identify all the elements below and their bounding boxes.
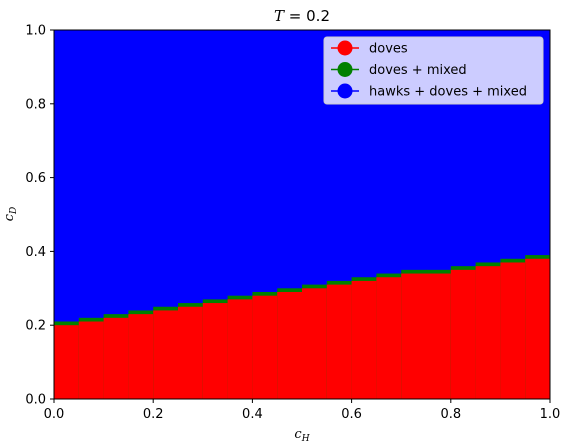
y-tick-label: 0.6 <box>25 171 46 186</box>
legend-item: hawks + doves + mixed <box>331 83 527 100</box>
chart-title-value: = 0.2 <box>289 7 330 25</box>
plot-frame <box>53 29 551 400</box>
doves-region-step <box>351 280 377 399</box>
doves-region-step <box>326 284 353 399</box>
legend-marker <box>337 62 353 77</box>
x-tick-label: 1.0 <box>540 407 561 422</box>
legend-item: doves + mixed <box>331 62 467 78</box>
legend-box <box>323 36 544 105</box>
doves-region-step <box>475 266 501 399</box>
y-axis: 0.0 0.2 0.4 0.6 0.8 1.0 <box>25 24 54 408</box>
doves-region-step <box>128 314 154 399</box>
legend-marker <box>337 83 353 99</box>
chart-title: T = 0.2 <box>274 7 330 25</box>
x-tick-label: 0.8 <box>440 407 461 422</box>
legend-marker <box>337 40 353 56</box>
doves-region-step <box>500 262 526 399</box>
legend-label: hawks + doves + mixed <box>369 85 527 100</box>
y-tick-label: 0.8 <box>25 97 46 112</box>
doves-region-step <box>178 306 204 399</box>
x-tick-label: 0.2 <box>143 407 164 422</box>
x-tick-label: 0.6 <box>341 407 362 422</box>
x-axis-title-main: c <box>294 427 302 442</box>
y-axis-title-sub: D <box>9 207 19 215</box>
doves-region-step <box>153 310 179 399</box>
y-tick-label: 0.4 <box>25 245 46 260</box>
y-tick-label: 0.0 <box>25 393 46 408</box>
doves-region-step <box>450 269 477 399</box>
doves-region-step <box>525 258 551 399</box>
x-tick-label: 0.0 <box>44 407 65 422</box>
doves-region-step <box>54 325 80 399</box>
doves-region-step <box>202 303 229 399</box>
chart-title-var: T <box>274 7 285 25</box>
doves-region-step <box>401 273 427 399</box>
y-tick-label: 0.2 <box>25 319 46 334</box>
y-axis-title: cD <box>2 207 19 222</box>
x-tick-label: 0.4 <box>242 407 263 422</box>
legend-label: doves + mixed <box>369 63 467 78</box>
doves-region-step <box>426 273 452 399</box>
legend-item: doves <box>331 40 408 57</box>
x-axis-title-sub: H <box>301 434 310 443</box>
doves-region-step <box>227 299 253 399</box>
legend-label: doves <box>369 42 408 57</box>
x-axis-title: cH <box>294 427 309 443</box>
y-axis-title-main: c <box>2 213 17 221</box>
doves-region-step <box>252 295 278 399</box>
doves-region-step <box>103 317 129 399</box>
doves-region-step <box>302 288 328 399</box>
doves-region-step <box>376 277 402 399</box>
legend: doves doves + mixed hawks + doves + mixed <box>323 36 544 105</box>
doves-region-step <box>78 321 105 399</box>
doves-region-step <box>277 291 303 399</box>
y-tick-label: 1.0 <box>25 24 46 39</box>
x-axis: 0.0 0.2 0.4 0.6 0.8 1.0 <box>44 399 561 422</box>
